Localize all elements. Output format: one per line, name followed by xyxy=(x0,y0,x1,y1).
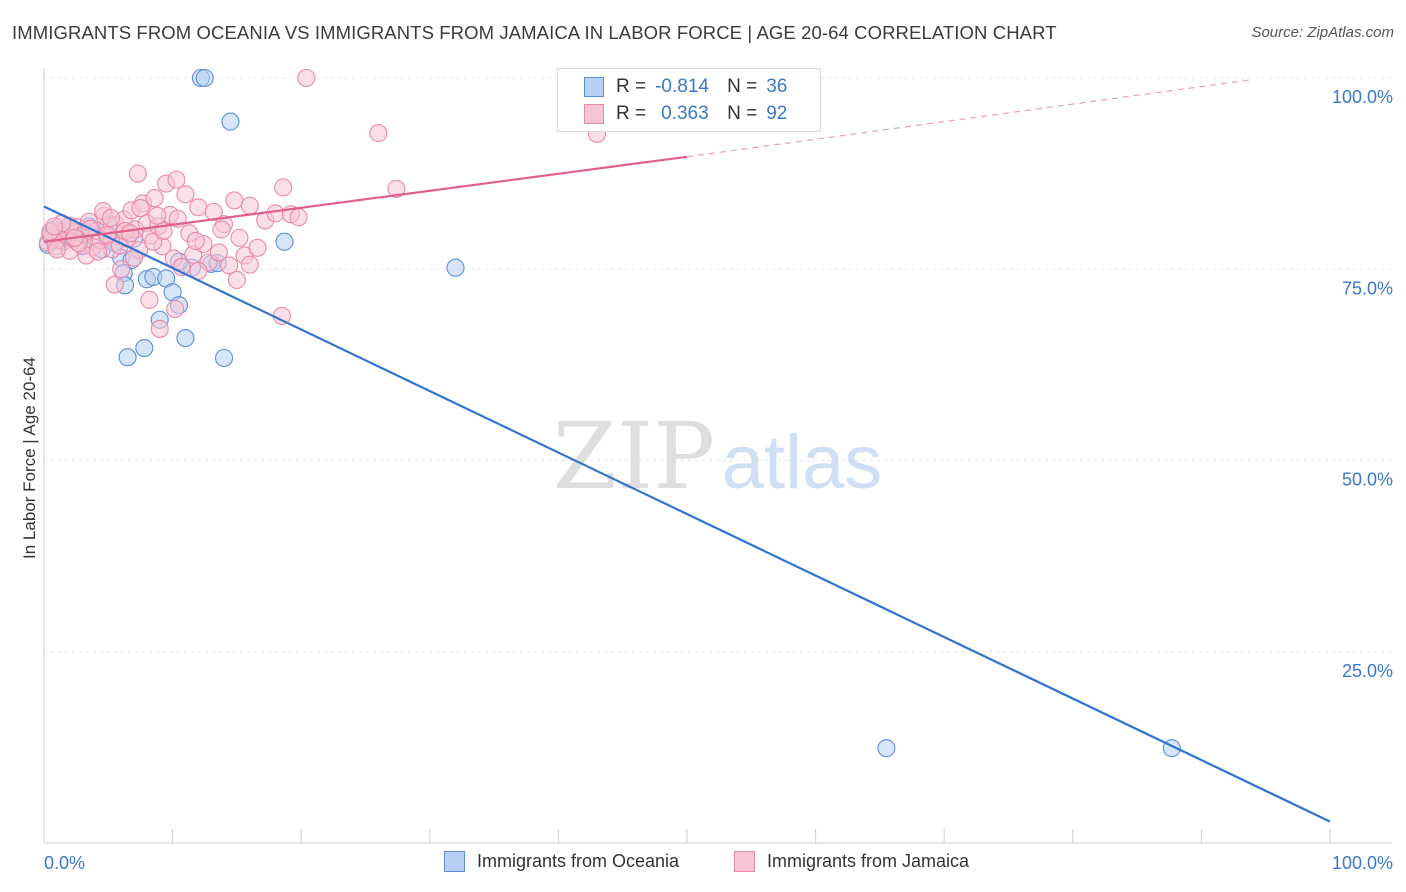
axes xyxy=(43,68,1392,844)
legend-item-oceania: Immigrants from Oceania xyxy=(444,851,679,872)
jamaica-r-value: 0.363 xyxy=(661,103,709,124)
oceania-trend-line xyxy=(43,205,1331,823)
jamaica-point xyxy=(176,185,195,204)
watermark-zip: ZIP xyxy=(553,403,715,510)
stats-legend: R = -0.814 N = 36 R = 0.363 N = 92 xyxy=(557,68,821,132)
oceania-point xyxy=(275,232,294,251)
jamaica-point xyxy=(266,204,285,223)
y-tick-label: 50.0% xyxy=(1342,470,1393,490)
jamaica-point xyxy=(128,164,147,183)
jamaica-point xyxy=(45,217,64,236)
jamaica-point xyxy=(227,270,246,290)
legend-item-jamaica: Immigrants from Jamaica xyxy=(734,851,969,872)
oceania-point xyxy=(135,338,154,358)
jamaica-point xyxy=(150,319,169,338)
oceania-point xyxy=(221,112,240,131)
watermark-atlas: atlas xyxy=(722,420,883,505)
x-tick-label-min: 0.0% xyxy=(44,853,85,873)
oceania-n-value: 36 xyxy=(766,76,788,97)
jamaica-point xyxy=(230,228,249,247)
oceania-legend-swatch xyxy=(444,851,465,872)
jamaica-point xyxy=(274,178,293,197)
jamaica-point xyxy=(148,206,167,225)
x-tick-label-max: 100.0% xyxy=(1332,853,1393,873)
jamaica-point xyxy=(140,290,159,309)
jamaica-point xyxy=(212,220,231,239)
jamaica-point xyxy=(369,124,388,143)
jamaica-point xyxy=(225,191,244,210)
jamaica-point xyxy=(387,179,406,198)
jamaica-legend-swatch xyxy=(734,851,755,872)
jamaica-point xyxy=(248,238,267,257)
jamaica-point xyxy=(240,255,259,274)
oceania-point xyxy=(176,329,195,348)
legend-row-oceania: R = -0.814 N = 36 xyxy=(558,73,787,101)
jamaica-point xyxy=(167,170,186,189)
jamaica-point xyxy=(186,231,205,250)
source-label: Source: ZipAtlas.com xyxy=(1251,24,1394,41)
jamaica-trend-extension xyxy=(686,78,1253,158)
oceania-r-value: -0.814 xyxy=(655,76,709,97)
r-label: R = xyxy=(616,103,647,124)
jamaica-point xyxy=(131,199,150,218)
y-tick-label: 75.0% xyxy=(1342,278,1393,298)
n-label: N = xyxy=(727,103,758,124)
oceania-point xyxy=(446,258,465,277)
r-label: R = xyxy=(616,76,647,97)
jamaica-point xyxy=(209,243,228,262)
jamaica-swatch xyxy=(584,104,604,124)
oceania-swatch xyxy=(584,77,604,97)
jamaica-point xyxy=(112,260,131,279)
chart-title: IMMIGRANTS FROM OCEANIA VS IMMIGRANTS FR… xyxy=(12,22,1057,43)
jamaica-point xyxy=(121,224,140,243)
legend-row-jamaica: R = 0.363 N = 92 xyxy=(558,100,787,128)
y-tick-label: 25.0% xyxy=(1342,661,1393,681)
jamaica-legend-label: Immigrants from Jamaica xyxy=(767,851,970,871)
jamaica-point xyxy=(297,68,316,88)
jamaica-point xyxy=(189,198,208,217)
jamaica-point xyxy=(145,189,164,208)
jamaica-point xyxy=(240,196,259,215)
jamaica-point xyxy=(101,208,120,228)
jamaica-trend-line xyxy=(43,155,688,243)
oceania-legend-label: Immigrants from Oceania xyxy=(477,851,680,871)
oceania-point xyxy=(877,739,896,758)
gridlines xyxy=(44,77,1392,653)
oceania-point xyxy=(195,68,214,88)
jamaica-point xyxy=(220,256,239,275)
jamaica-point xyxy=(289,208,308,227)
tick-labels: 100.0% 75.0% 50.0% 25.0% 0.0% 100.0% xyxy=(44,87,1393,873)
jamaica-point xyxy=(88,242,108,261)
data-points xyxy=(38,68,1181,758)
n-label: N = xyxy=(727,76,758,97)
jamaica-point xyxy=(47,240,66,259)
jamaica-point xyxy=(272,306,291,325)
jamaica-point xyxy=(166,299,185,319)
oceania-point xyxy=(118,348,137,367)
oceania-point xyxy=(214,348,234,368)
jamaica-point xyxy=(105,275,124,294)
y-tick-label: 100.0% xyxy=(1332,87,1393,107)
jamaica-n-value: 92 xyxy=(766,103,788,124)
trend-lines xyxy=(43,78,1331,823)
